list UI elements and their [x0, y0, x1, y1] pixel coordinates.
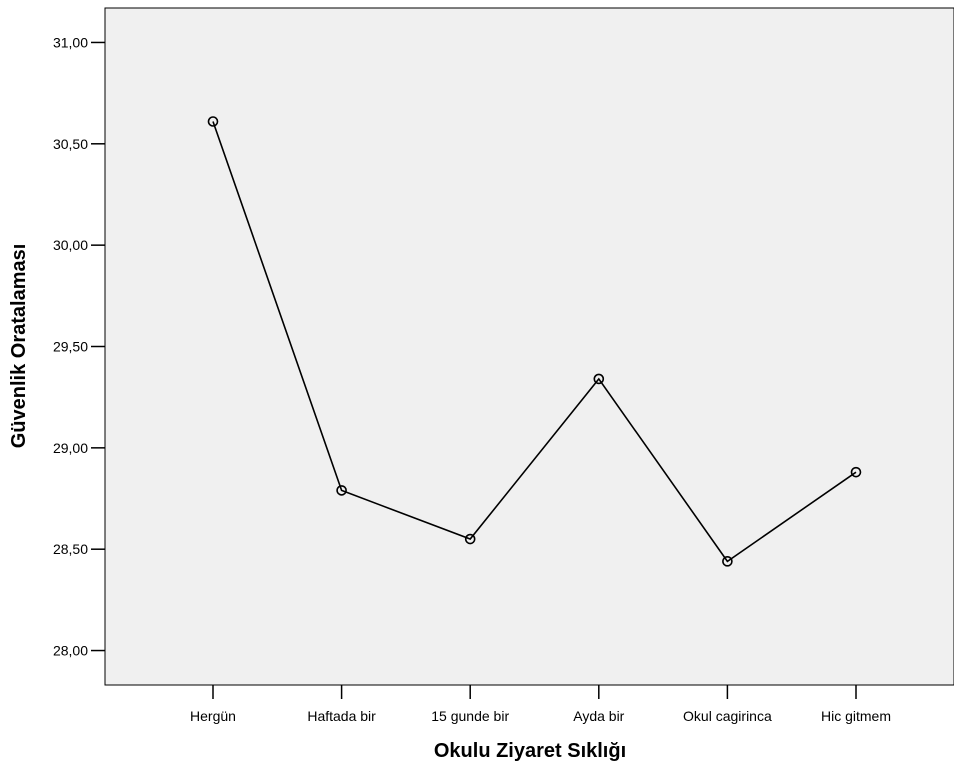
series: [207, 116, 862, 567]
x-tick-label: 15 gunde bir: [431, 708, 509, 724]
x-tick-label: Okul cagirinca: [683, 708, 772, 724]
y-tick-label: 28,00: [53, 643, 88, 659]
x-tick-label: Hic gitmem: [821, 708, 891, 724]
data-point: [850, 466, 862, 478]
x-tick-label: Ayda bir: [573, 708, 624, 724]
y-tick-label: 30,00: [53, 237, 88, 253]
y-tick-label: 29,50: [53, 339, 88, 355]
series-line: [212, 121, 857, 563]
y-tick-label: 30,50: [53, 136, 88, 152]
y-axis-title: Güvenlik Oratalaması: [8, 244, 30, 449]
y-tick-label: 31,00: [53, 34, 88, 50]
x-tick-label: Hergün: [190, 708, 236, 724]
data-point: [207, 116, 219, 127]
data-point: [593, 373, 605, 385]
x-tick-label: Haftada bir: [307, 708, 376, 724]
data-point: [464, 533, 476, 545]
y-tick-label: 28,50: [53, 541, 88, 557]
y-axis-ticks: 28,00 28,50 29,00 29,50 30,00 30,50 31,00: [53, 34, 105, 659]
data-point: [722, 556, 733, 567]
y-tick-label: 29,00: [53, 440, 88, 456]
x-axis-title: Okulu Ziyaret Sıklığı: [434, 740, 626, 762]
x-axis-ticks: Hergün Haftada bir 15 gunde bir Ayda bir Oku…: [190, 685, 891, 724]
data-point: [336, 485, 347, 496]
plot-area: [104, 7, 954, 686]
